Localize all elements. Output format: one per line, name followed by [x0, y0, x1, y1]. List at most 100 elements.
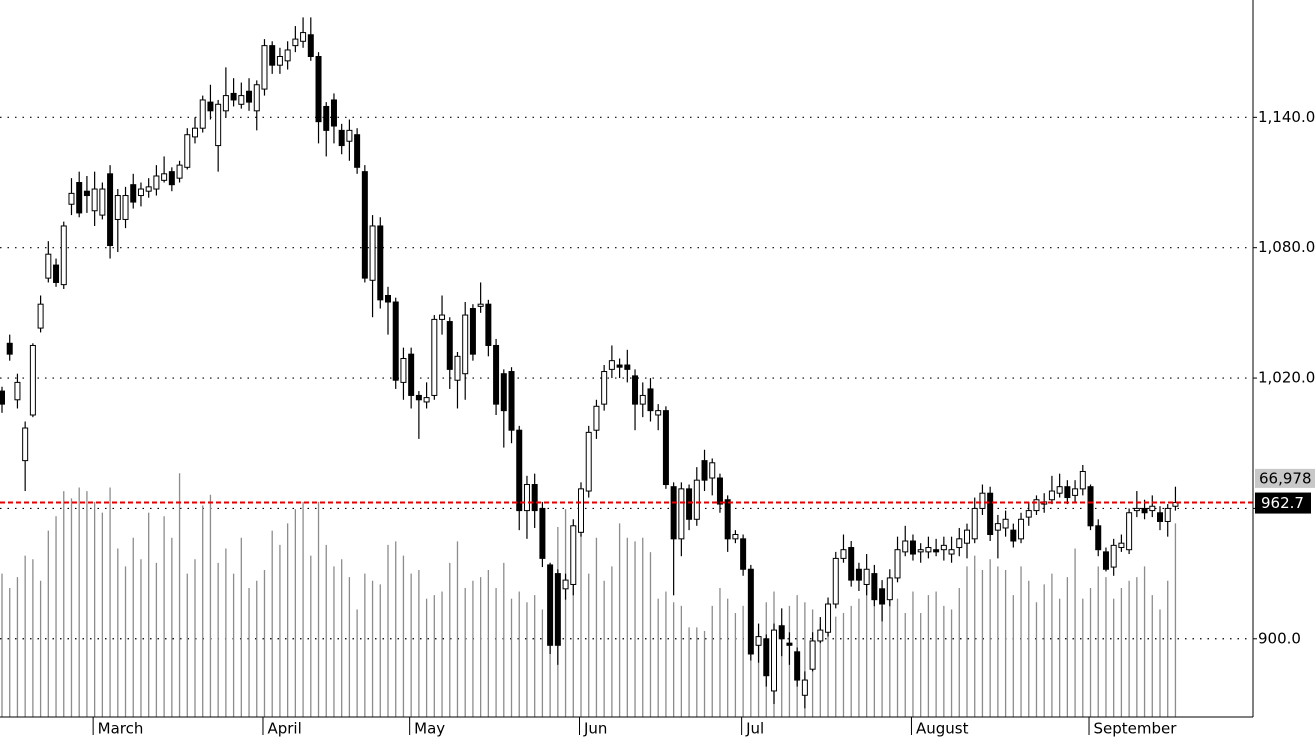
candle-body — [1164, 507, 1171, 522]
candle-body — [83, 190, 90, 197]
x-tick-label: April — [267, 720, 301, 738]
candle-body — [763, 638, 770, 677]
x-tick-label: August — [916, 720, 969, 738]
candle-body — [917, 549, 924, 553]
candle-body — [22, 427, 29, 462]
candle-body — [1149, 505, 1156, 512]
candle-body — [107, 173, 114, 247]
candle-body — [500, 373, 507, 412]
candle-body — [29, 344, 36, 416]
candle-body — [786, 642, 793, 646]
candle-body — [1018, 518, 1025, 540]
candle-body — [562, 579, 569, 590]
candle-body — [307, 34, 314, 57]
candle-body — [940, 544, 947, 551]
candle-body — [330, 99, 337, 127]
x-tick-label: March — [98, 720, 144, 738]
candle-body — [1102, 551, 1109, 570]
candle-body — [732, 533, 739, 540]
candle-body — [361, 171, 368, 279]
candle-body — [385, 294, 391, 303]
candle-body — [801, 679, 808, 696]
candle-body — [369, 225, 376, 281]
candle-body — [678, 488, 685, 540]
volume-marker-label: 66,978 — [1259, 469, 1312, 487]
candle-body — [987, 492, 994, 535]
candle-body — [222, 95, 229, 112]
candle-body — [570, 525, 577, 585]
candle-body — [276, 55, 283, 66]
candle-body — [253, 84, 260, 112]
candle-body — [122, 195, 129, 220]
candle-body — [439, 314, 446, 320]
candle-body — [37, 303, 44, 329]
candle-body — [971, 507, 978, 540]
candle-body — [130, 184, 137, 203]
candle-body — [755, 636, 762, 646]
candle-body — [199, 99, 206, 129]
candle-body — [323, 105, 330, 131]
candle-body — [462, 314, 469, 375]
candle-body — [469, 308, 476, 355]
candle-body — [238, 95, 245, 105]
candle-body — [1048, 490, 1055, 501]
candle-body — [956, 538, 963, 549]
candle-body — [184, 134, 191, 168]
candle-body — [230, 92, 237, 101]
candle-body — [1133, 507, 1140, 512]
candle-body — [215, 103, 222, 147]
candle-body — [879, 588, 886, 605]
candle-body — [431, 318, 438, 396]
candle-body — [1025, 510, 1032, 518]
candle-body — [655, 410, 662, 416]
candle-body — [76, 182, 83, 214]
candle-body — [554, 573, 561, 646]
candle-body — [377, 225, 384, 301]
candle-body — [670, 486, 677, 540]
candle-body — [825, 603, 832, 633]
candle-body — [1072, 488, 1079, 496]
candle-body — [886, 577, 893, 601]
candle-body — [639, 394, 646, 405]
candle-body — [153, 175, 160, 190]
candle-body — [817, 629, 824, 642]
candle-body — [809, 640, 816, 670]
candle-body — [1087, 486, 1094, 527]
candle-body — [616, 364, 623, 368]
candle-body — [68, 192, 75, 205]
candle-body — [539, 507, 546, 559]
candle-body — [593, 405, 600, 431]
candle-body — [53, 264, 60, 283]
candle-body — [994, 523, 1001, 531]
candle-body — [408, 353, 415, 396]
candle-body — [176, 164, 183, 179]
candle-layer — [0, 17, 1179, 709]
candle-body — [578, 488, 584, 533]
candle-body — [161, 173, 168, 181]
candle-body — [485, 303, 492, 346]
candle-body — [508, 371, 515, 431]
candle-body — [14, 381, 21, 401]
candle-body — [1064, 486, 1071, 499]
candle-body — [516, 429, 523, 512]
x-tick-label: May — [414, 720, 445, 738]
candle-body — [747, 568, 754, 655]
candle-body — [740, 538, 747, 570]
candle-body — [114, 195, 121, 220]
candle-body — [300, 32, 307, 42]
candle-body — [246, 90, 253, 103]
candle-body — [933, 549, 940, 553]
volume-marker-box — [1255, 468, 1315, 488]
candle-body — [894, 549, 901, 579]
candle-body — [91, 188, 98, 212]
candle-body — [168, 171, 175, 186]
x-tick-label: September — [1094, 720, 1178, 738]
candle-body — [1126, 512, 1133, 551]
candle-body — [292, 38, 299, 47]
candle-body — [1002, 518, 1009, 529]
candle-body — [724, 499, 731, 540]
candle-body — [207, 101, 214, 112]
candle-body — [1010, 529, 1017, 542]
last-price-label: 962.7 — [1261, 494, 1304, 512]
